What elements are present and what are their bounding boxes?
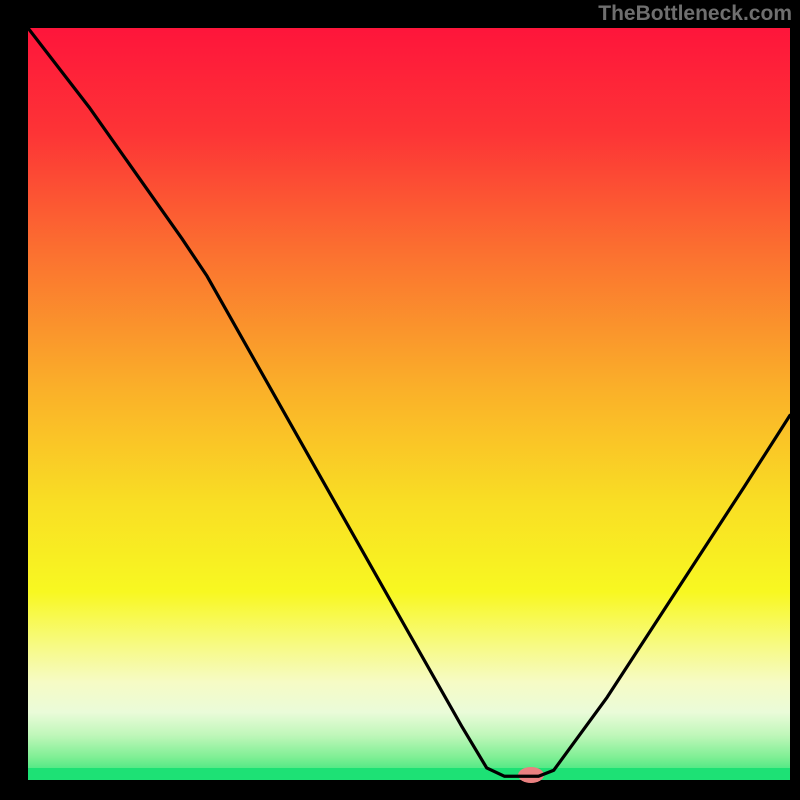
curve-path [28,28,790,776]
bottleneck-curve [28,28,790,780]
watermark-text: TheBottleneck.com [598,2,792,26]
plot-area [28,28,790,780]
chart-container: TheBottleneck.com [0,0,800,800]
